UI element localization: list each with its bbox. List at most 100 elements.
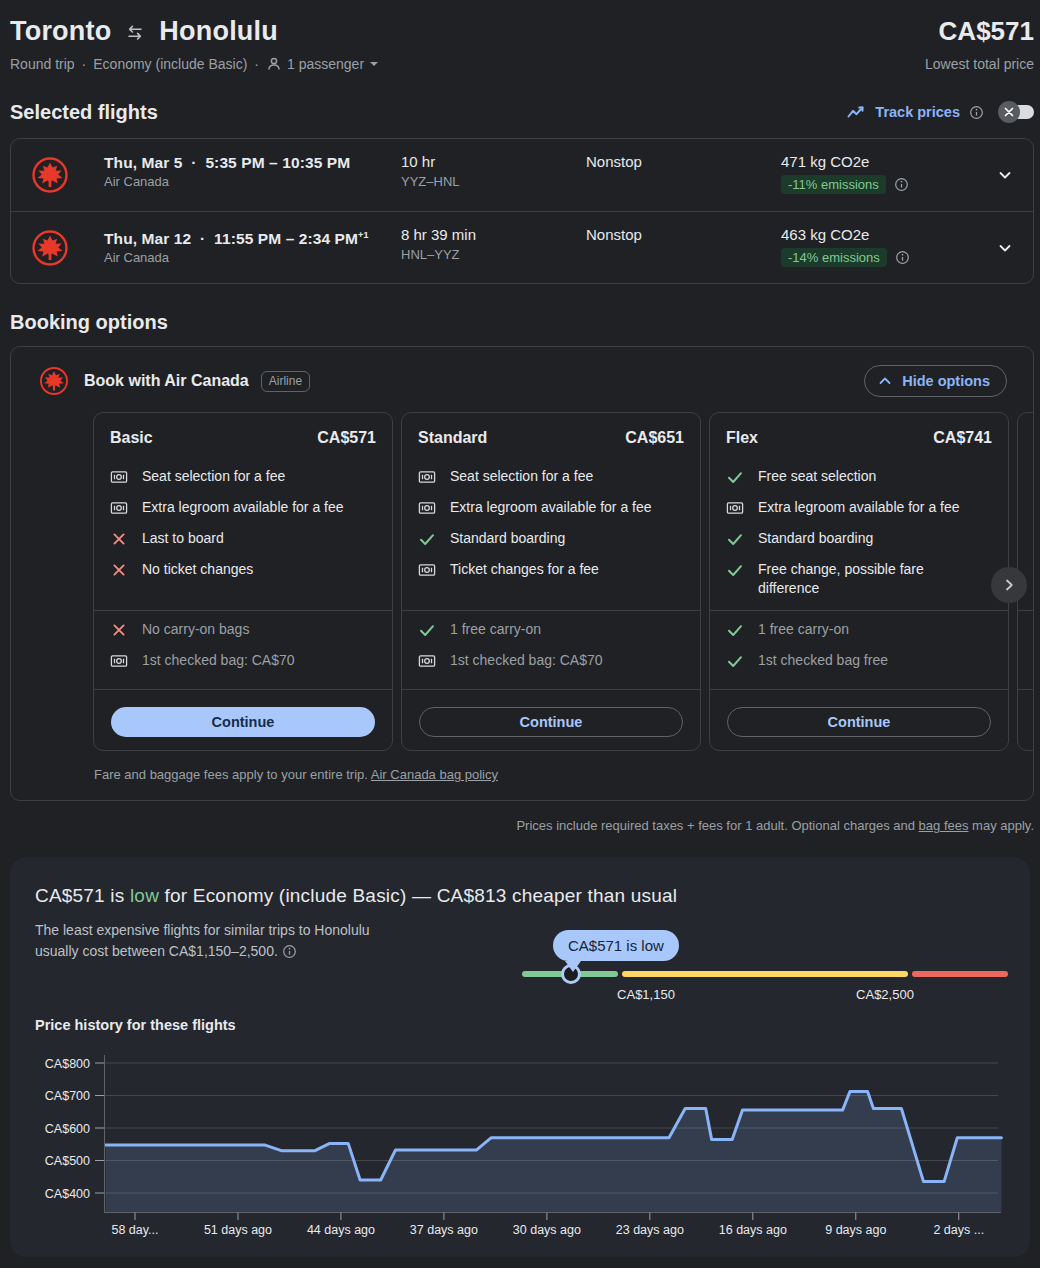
continue-button-standard[interactable]: Continue (419, 707, 683, 737)
airline-logo (39, 366, 69, 396)
flight-row[interactable]: Thu, Mar 5 · 5:35 PM – 10:35 PMAir Canad… (11, 139, 1033, 211)
flight-route: HNL–YYZ (401, 247, 586, 262)
svg-text:37 days ago: 37 days ago (410, 1223, 478, 1237)
chevron-up-icon (877, 373, 893, 389)
fare-feature: Free seat selection (726, 467, 992, 486)
cabin-class: Economy (include Basic) (93, 55, 247, 73)
fare-feature: Extra legroom available for a fee (418, 498, 684, 517)
header: Toronto Honolulu CA$571 Round trip · Eco… (10, 13, 1034, 73)
svg-text:30 days ago: 30 days ago (513, 1223, 581, 1237)
info-icon[interactable] (894, 177, 909, 192)
check-icon (726, 561, 744, 579)
svg-text:9 days ago: 9 days ago (825, 1223, 886, 1237)
cross-icon (110, 530, 128, 548)
prices-disclaimer: Prices include required taxes + fees for… (10, 818, 1034, 833)
booking-card: Book with Air Canada Airline Hide option… (10, 346, 1034, 801)
info-icon[interactable] (895, 250, 910, 265)
svg-text:44 days ago: 44 days ago (307, 1223, 375, 1237)
price-history-title: Price history for these flights (35, 1017, 236, 1033)
price-tooltip: CA$571 is low (553, 930, 679, 961)
cross-icon (110, 621, 128, 639)
fare-feature: Seat selection for a fee (418, 467, 684, 486)
person-icon (266, 56, 282, 72)
check-icon (726, 652, 744, 670)
bag-fees-link[interactable]: bag fees (919, 818, 969, 833)
fare-baggage: 1st checked bag: CA$70 (110, 651, 376, 670)
fare-baggage: 1st checked bag: CA$70 (418, 651, 684, 670)
fare-baggage: 1 free carry-on (726, 620, 992, 639)
fare-feature: No ticket changes (110, 560, 376, 579)
check-icon (418, 530, 436, 548)
flight-date-times: Thu, Mar 12 · 11:55 PM – 2:34 PM+1 (104, 226, 401, 248)
fare-card-basic: BasicCA$571Seat selection for a feeExtra… (93, 412, 393, 751)
fare-price: CA$571 (317, 429, 376, 461)
flight-airline: Air Canada (104, 250, 401, 265)
flight-co2: 471 kg CO2e (781, 153, 977, 171)
flight-stops: Nonstop (586, 226, 781, 244)
check-icon (418, 621, 436, 639)
fare-footnote: Fare and baggage fees apply to your enti… (94, 767, 1033, 782)
trip-type: Round trip (10, 55, 75, 73)
check-icon (726, 530, 744, 548)
fare-baggage: 1st checked bag free (726, 651, 992, 670)
svg-text:CA$500: CA$500 (45, 1154, 90, 1168)
info-icon[interactable] (969, 105, 984, 120)
check-icon (726, 468, 744, 486)
separator-dot: · (82, 55, 87, 73)
svg-text:CA$800: CA$800 (45, 1057, 90, 1071)
fare-card-flex: FlexCA$741Free seat selectionExtra legro… (709, 412, 1009, 751)
price-insights-card: CA$571 is low for Economy (include Basic… (10, 857, 1030, 1257)
fare-price: CA$651 (625, 429, 684, 461)
money-icon (110, 652, 128, 670)
chevron-down-icon[interactable] (996, 166, 1014, 184)
slider-low-label: CA$1,150 (596, 987, 696, 1002)
fare-feature: Standard boarding (726, 529, 992, 548)
fare-baggage: No carry-on bags (110, 620, 376, 639)
airline-badge: Airline (261, 371, 310, 392)
hide-options-button[interactable]: Hide options (864, 365, 1007, 397)
fare-options-row: BasicCA$571Seat selection for a feeExtra… (93, 412, 1033, 751)
page: Toronto Honolulu CA$571 Round trip · Eco… (0, 0, 1040, 1268)
swap-route-icon[interactable] (125, 25, 145, 41)
track-prices-label[interactable]: Track prices (875, 104, 960, 120)
flight-duration: 10 hr (401, 153, 586, 171)
info-icon[interactable] (282, 944, 297, 959)
passenger-selector[interactable]: 1 passenger (266, 55, 378, 73)
money-icon (110, 499, 128, 517)
lowest-price-note: Lowest total price (925, 55, 1034, 73)
separator-dot: · (254, 55, 259, 73)
booking-options-title: Booking options (10, 311, 168, 334)
airline-logo (31, 229, 104, 267)
fare-price: CA$741 (933, 429, 992, 461)
continue-button-flex[interactable]: Continue (727, 707, 991, 737)
bag-policy-link[interactable]: Air Canada bag policy (371, 767, 498, 782)
money-icon (726, 499, 744, 517)
price-range-high-bar (912, 971, 1008, 977)
continue-button-basic[interactable]: Continue (111, 707, 375, 737)
destination-city: Honolulu (159, 13, 278, 49)
chevron-down-icon[interactable] (996, 239, 1014, 257)
chevron-down-icon (370, 62, 378, 70)
flight-stops: Nonstop (586, 153, 781, 171)
svg-text:2 days ...: 2 days ... (933, 1223, 984, 1237)
flight-row[interactable]: Thu, Mar 12 · 11:55 PM – 2:34 PM+1 Air Ca… (11, 211, 1033, 283)
svg-text:58 day...: 58 day... (111, 1223, 158, 1237)
route-title: Toronto Honolulu (10, 13, 278, 49)
flight-route: YYZ–HNL (401, 174, 586, 189)
flight-co2: 463 kg CO2e (781, 226, 977, 244)
money-icon (110, 468, 128, 486)
next-fares-button[interactable] (991, 567, 1027, 603)
selected-flights-title: Selected flights (10, 101, 158, 124)
slider-high-label: CA$2,500 (835, 987, 935, 1002)
svg-text:CA$400: CA$400 (45, 1187, 90, 1201)
fare-name: Flex (726, 429, 758, 461)
emissions-badge: -11% emissions (781, 175, 886, 194)
track-prices-toggle[interactable] (998, 101, 1034, 123)
flight-duration: 8 hr 39 min (401, 226, 586, 244)
cross-icon (110, 561, 128, 579)
flight-date-times: Thu, Mar 5 · 5:35 PM – 10:35 PM (104, 153, 401, 172)
fare-baggage: 1 free carry-on (418, 620, 684, 639)
svg-text:51 days ago: 51 days ago (204, 1223, 272, 1237)
fare-feature: Last to board (110, 529, 376, 548)
airline-logo (31, 156, 104, 194)
